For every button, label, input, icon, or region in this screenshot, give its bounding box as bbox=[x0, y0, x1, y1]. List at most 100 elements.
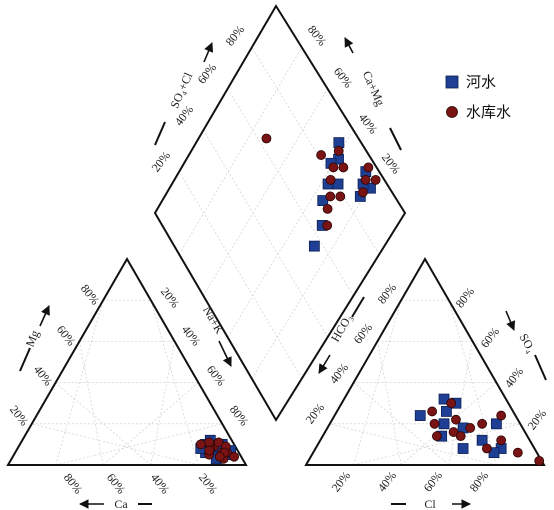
tick-label: 40% bbox=[31, 363, 56, 389]
data-point-reservoir bbox=[325, 191, 336, 202]
mg-arrow bbox=[39, 305, 50, 327]
tick-label: 20% bbox=[379, 151, 404, 177]
grid-line bbox=[329, 423, 497, 466]
tick-label: 60% bbox=[195, 61, 220, 87]
tick-label: 60% bbox=[478, 325, 503, 351]
grid-line bbox=[178, 171, 303, 379]
data-point-reservoir bbox=[446, 398, 457, 409]
data-point-river bbox=[441, 406, 452, 417]
grid-line bbox=[55, 382, 151, 466]
grid-line bbox=[203, 88, 328, 296]
data-point-reservoir bbox=[455, 431, 466, 442]
tick-label: 20% bbox=[7, 403, 32, 429]
anion-triangle bbox=[304, 257, 546, 466]
grid-line bbox=[377, 341, 402, 466]
data-point-reservoir bbox=[429, 418, 440, 429]
data-point-reservoir bbox=[451, 414, 461, 425]
so4cl-arrow bbox=[203, 42, 214, 63]
data-point-reservoir bbox=[363, 162, 374, 173]
data-point-reservoir bbox=[322, 220, 333, 231]
grid-line bbox=[55, 300, 104, 466]
data-point-reservoir bbox=[477, 418, 488, 429]
data-point-reservoir bbox=[512, 447, 523, 458]
legend-label-reservoir: 水库水 bbox=[466, 103, 511, 121]
axis-label-camg: Ca+Mg bbox=[360, 69, 388, 108]
tick-label: 80% bbox=[78, 282, 103, 308]
tick-label: 20% bbox=[329, 469, 354, 495]
tick-label: 80% bbox=[227, 403, 252, 429]
data-point-reservoir bbox=[325, 174, 336, 185]
tick-label: 60% bbox=[421, 469, 446, 495]
data-point-river bbox=[438, 418, 450, 430]
data-point-river bbox=[414, 410, 426, 421]
grid-line bbox=[227, 88, 354, 296]
data-point-river bbox=[490, 418, 502, 430]
grid-line bbox=[79, 341, 104, 466]
grid-line bbox=[31, 423, 199, 466]
tick-label: 40% bbox=[179, 323, 204, 349]
data-point-reservoir bbox=[195, 439, 206, 450]
tick-label: 20% bbox=[158, 285, 183, 311]
tick-label: 80% bbox=[453, 285, 478, 311]
data-point-river bbox=[457, 443, 469, 454]
grid-line bbox=[251, 171, 380, 379]
axis-label-so4cl: SO₄+Cl bbox=[167, 70, 195, 111]
tick-label: 80% bbox=[61, 471, 86, 497]
tick-label: 80% bbox=[467, 469, 492, 495]
plot-frames bbox=[6, 4, 546, 466]
tick-label: 60% bbox=[331, 65, 356, 91]
grid-lines bbox=[31, 47, 521, 466]
grid-line bbox=[203, 130, 328, 338]
camg-arrow bbox=[344, 37, 354, 54]
data-point-reservoir bbox=[427, 406, 438, 417]
so4cl-dash bbox=[154, 121, 166, 146]
tick-label: 40% bbox=[148, 471, 173, 497]
data-point-reservoir bbox=[338, 162, 349, 173]
data-point-reservoir bbox=[204, 445, 215, 456]
data-point-river bbox=[308, 240, 320, 252]
grid-line bbox=[353, 382, 449, 466]
grid-line bbox=[251, 47, 380, 255]
mg-dash bbox=[19, 347, 31, 372]
tick-label: 80% bbox=[375, 281, 400, 307]
tick-label: 80% bbox=[305, 23, 330, 49]
grid-line bbox=[401, 382, 497, 466]
grid-line bbox=[448, 300, 497, 466]
axis-label-cl: Cl bbox=[424, 497, 436, 510]
tick-label: 40% bbox=[375, 469, 400, 495]
tick-label: 40% bbox=[502, 365, 527, 391]
data-point-reservoir bbox=[261, 133, 272, 144]
grid-line bbox=[103, 382, 199, 466]
so4-dash bbox=[534, 354, 547, 381]
tick-label: 60% bbox=[351, 321, 376, 347]
data-point-reservoir bbox=[360, 174, 371, 185]
data-point-reservoir bbox=[465, 423, 476, 433]
nak-arrow bbox=[218, 340, 232, 367]
data-point-reservoir bbox=[496, 410, 507, 421]
grid-line bbox=[448, 341, 473, 466]
tick-label: 20% bbox=[303, 401, 328, 427]
tick-label: 60% bbox=[104, 471, 129, 497]
grid-line bbox=[353, 300, 402, 466]
data-point-reservoir bbox=[328, 162, 339, 173]
hco3-arrow bbox=[318, 354, 331, 374]
grid-line bbox=[55, 423, 223, 466]
data-point-reservoir bbox=[370, 174, 381, 185]
so4-arrow bbox=[505, 310, 516, 331]
data-point-reservoir bbox=[496, 435, 507, 446]
tick-label: 20% bbox=[149, 149, 174, 175]
tick-label: 60% bbox=[54, 323, 79, 349]
data-point-river bbox=[476, 434, 488, 446]
data-point-reservoir bbox=[322, 203, 333, 214]
data-point-reservoir bbox=[229, 451, 240, 462]
axis-label-so4: SO₄ bbox=[517, 331, 539, 355]
legend-label-river: 河水 bbox=[466, 73, 496, 91]
hco3-dash bbox=[351, 296, 365, 318]
data-point-reservoir bbox=[431, 431, 442, 442]
axis-label-ca: Ca bbox=[114, 497, 128, 510]
tick-label: 40% bbox=[356, 111, 381, 137]
axis-arrows bbox=[19, 37, 547, 509]
cation-triangle bbox=[6, 257, 248, 466]
grid-line bbox=[353, 423, 521, 466]
